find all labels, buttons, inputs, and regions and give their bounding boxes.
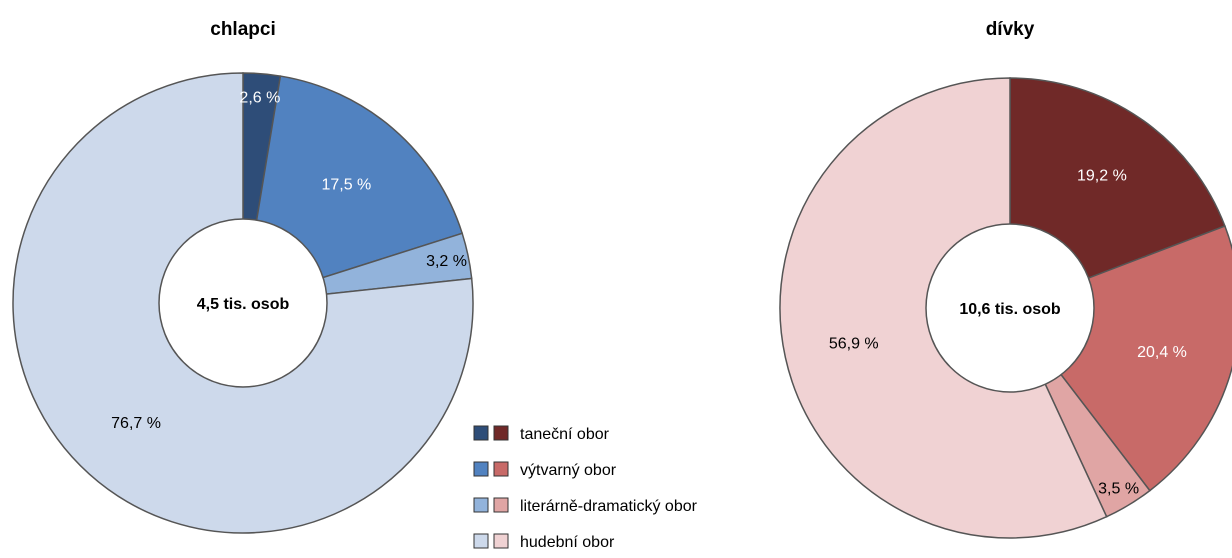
slice-value-label: 3,2 %: [426, 253, 467, 270]
slice-value-label: 56,9 %: [829, 335, 879, 352]
donut-hole: [158, 218, 328, 388]
legend-swatch: [493, 461, 509, 477]
legend-label: literárně-dramatický obor: [520, 498, 698, 515]
slice-labels: 19,2 % 20,4 % 3,5 % 56,9 %: [829, 168, 1187, 498]
legend-swatch: [493, 425, 509, 441]
donut-hole: [925, 223, 1095, 393]
legend-label: taneční obor: [520, 426, 610, 443]
pie-slice: [12, 72, 474, 534]
legend-swatch: [473, 461, 489, 477]
legend-item: hudební obor: [473, 533, 615, 551]
legend-item: literárně-dramatický obor: [473, 497, 698, 515]
legend-swatch: [493, 497, 509, 513]
legend-label: hudební obor: [520, 534, 615, 551]
center-total-label: 10,6 tis. osob: [959, 301, 1061, 318]
slice-value-label: 17,5 %: [321, 177, 371, 194]
legend-swatch: [473, 497, 489, 513]
slice-value-label: 76,7 %: [111, 415, 161, 432]
legend-swatch: [473, 533, 489, 549]
slice-value-label: 3,5 %: [1098, 481, 1139, 498]
center-total-label: 4,5 tis. osob: [197, 296, 290, 313]
chart-title: dívky: [986, 19, 1035, 40]
pie-chart-chlapci: chlapci 4,5 tis. osob 2,6 % 17,5 % 3,2 % 76…: [12, 19, 474, 534]
chart-title: chlapci: [210, 19, 275, 40]
legend-label: výtvarný obor: [520, 462, 617, 479]
slice-value-label: 19,2 %: [1077, 168, 1127, 185]
legend-swatch: [493, 533, 509, 549]
slice-value-label: 20,4 %: [1137, 344, 1187, 361]
legend-item: taneční obor: [473, 425, 610, 443]
slice-labels: 2,6 % 17,5 % 3,2 % 76,7 %: [111, 90, 467, 432]
legend: taneční obor výtvarný obor literárně-drama…: [473, 425, 698, 551]
legend-swatch: [473, 425, 489, 441]
legend-item: výtvarný obor: [473, 461, 617, 479]
pie-chart-divky: dívky 10,6 tis. osob 19,2 % 20,4 % 3,5 % 56…: [779, 19, 1232, 539]
slice-value-label: 2,6 %: [239, 90, 280, 107]
